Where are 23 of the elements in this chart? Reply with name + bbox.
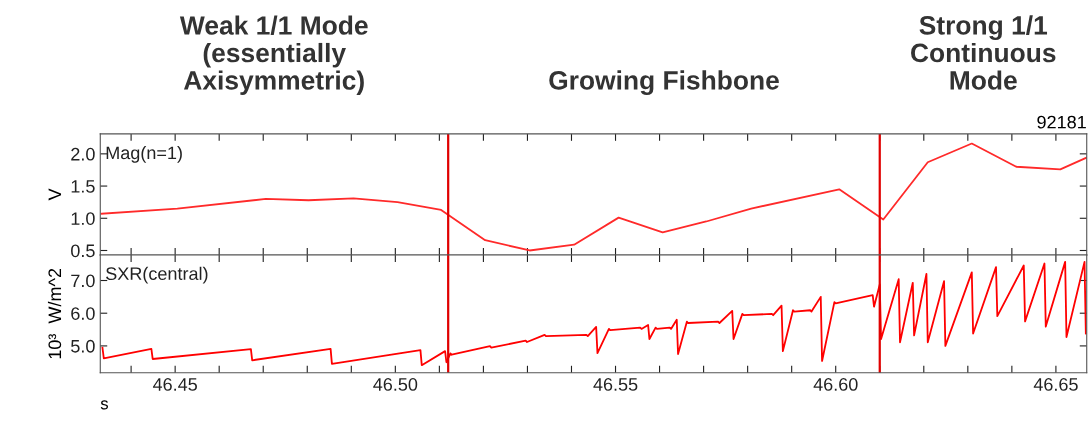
x-axis-title: s: [100, 400, 109, 410]
chart-title: 92181: [1037, 115, 1086, 129]
y-tick-label: 5.0: [71, 339, 95, 353]
text: Weak 1/1 Mode (essentially Axisymmetric): [179, 15, 368, 95]
line-series: [100, 142, 1087, 252]
text: SXR(central): [106, 266, 208, 284]
x-tick-label: 46.55: [593, 378, 638, 391]
text: Strong 1/1 Continuous Mode: [911, 15, 1056, 90]
text: Growing Fishbone: [549, 70, 779, 95]
y-tick-label: 6.0: [71, 307, 95, 320]
text: Mag(n=1): [106, 145, 182, 163]
x-tick-label: 46.60: [813, 378, 858, 391]
y-tick-label: 0.5: [71, 244, 95, 258]
y-axis-title: V: [48, 188, 62, 201]
x-tick-label: 46.50: [373, 378, 418, 391]
line-series: [101, 260, 1087, 367]
y-tick-label: 1.5: [71, 180, 95, 193]
y-tick-label: 1.0: [71, 212, 95, 225]
y-tick-label: 7.0: [71, 274, 95, 288]
y-axis-title: 10³ W/m^2: [47, 268, 62, 359]
x-tick-label: 46.45: [152, 378, 197, 391]
y-tick-label: 2.0: [71, 147, 95, 161]
x-tick-label: 46.65: [1033, 378, 1078, 391]
